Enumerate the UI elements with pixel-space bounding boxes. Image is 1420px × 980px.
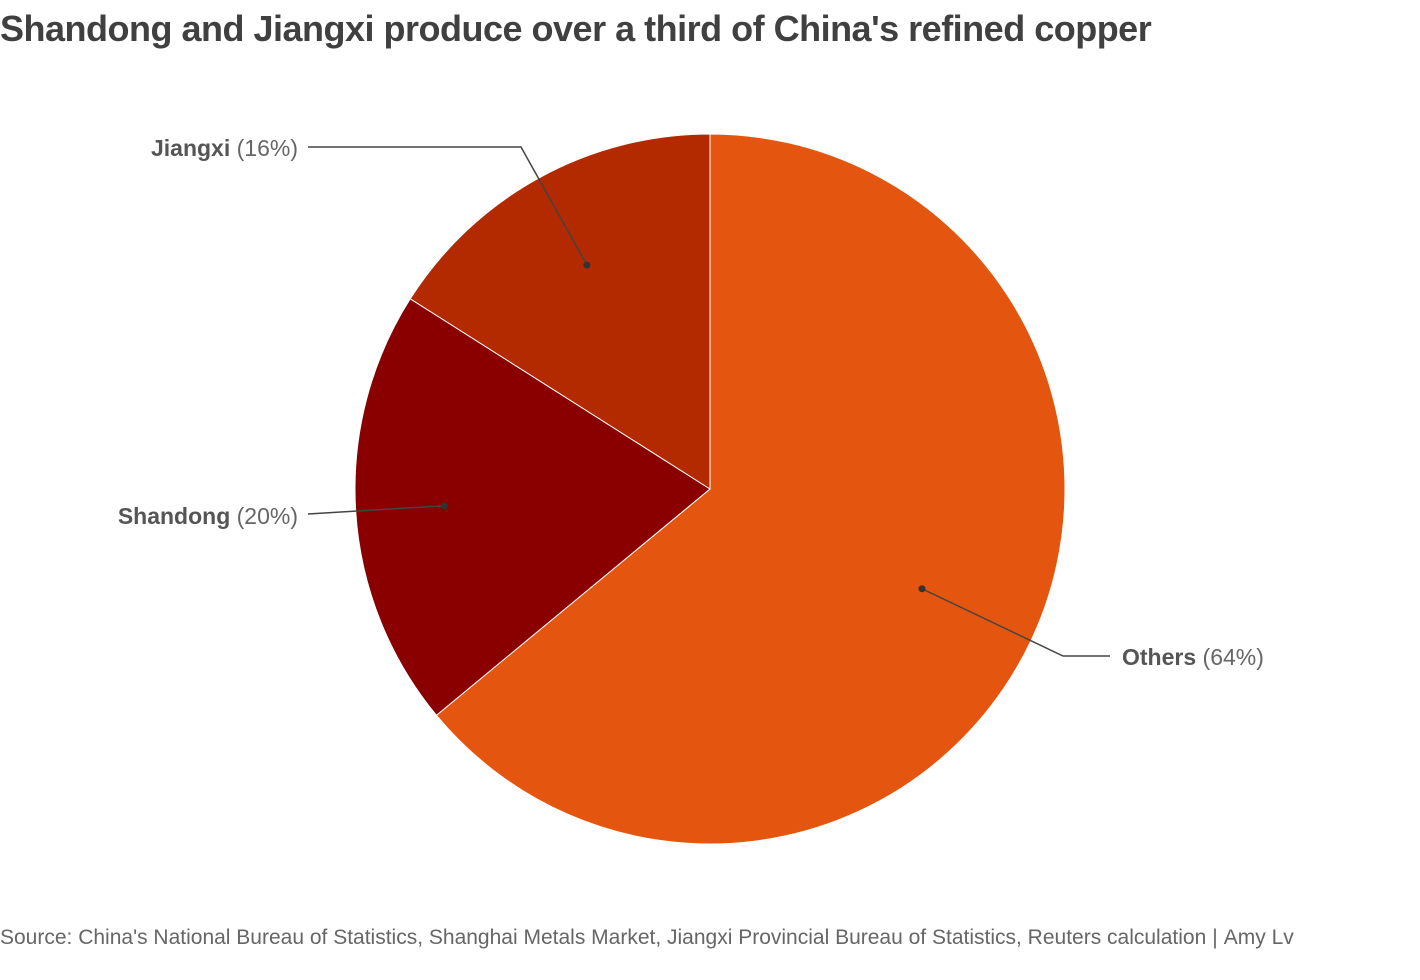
pie-slices (354, 133, 1066, 845)
source-text: Source: China's National Bureau of Stati… (0, 926, 1207, 949)
slice-label-shandong: Shandong (20%) (118, 503, 298, 529)
source-note: Source: China's National Bureau of Stati… (0, 924, 1400, 952)
leader-line-shandong (307, 504, 445, 515)
leader-lines (307, 146, 1110, 657)
slice-label-name: Jiangxi (151, 135, 237, 161)
slice-label-value: (20%) (237, 503, 298, 529)
author-credit: Amy Lv (1223, 926, 1294, 949)
chart-title: Shandong and Jiangxi produce over a thir… (0, 8, 1152, 49)
slice-label-jiangxi: Jiangxi (16%) (151, 135, 298, 161)
source-separator: | (1212, 926, 1218, 949)
slice-label-value: (16%) (237, 135, 298, 161)
slice-label-others: Others (64%) (1122, 644, 1264, 670)
slice-labels: Others (64%) Shandong (20%) Jiangxi (16%) (118, 135, 1264, 670)
slice-label-name: Others (1122, 644, 1203, 670)
leader-line-jiangxi (308, 146, 588, 266)
slice-label-name: Shandong (118, 503, 237, 529)
leader-line-others (921, 588, 1110, 657)
slice-label-value: (64%) (1203, 644, 1264, 670)
leader-dot-others (918, 585, 926, 593)
leader-dot-jiangxi (583, 261, 591, 269)
leader-dot-shandong (440, 502, 448, 510)
